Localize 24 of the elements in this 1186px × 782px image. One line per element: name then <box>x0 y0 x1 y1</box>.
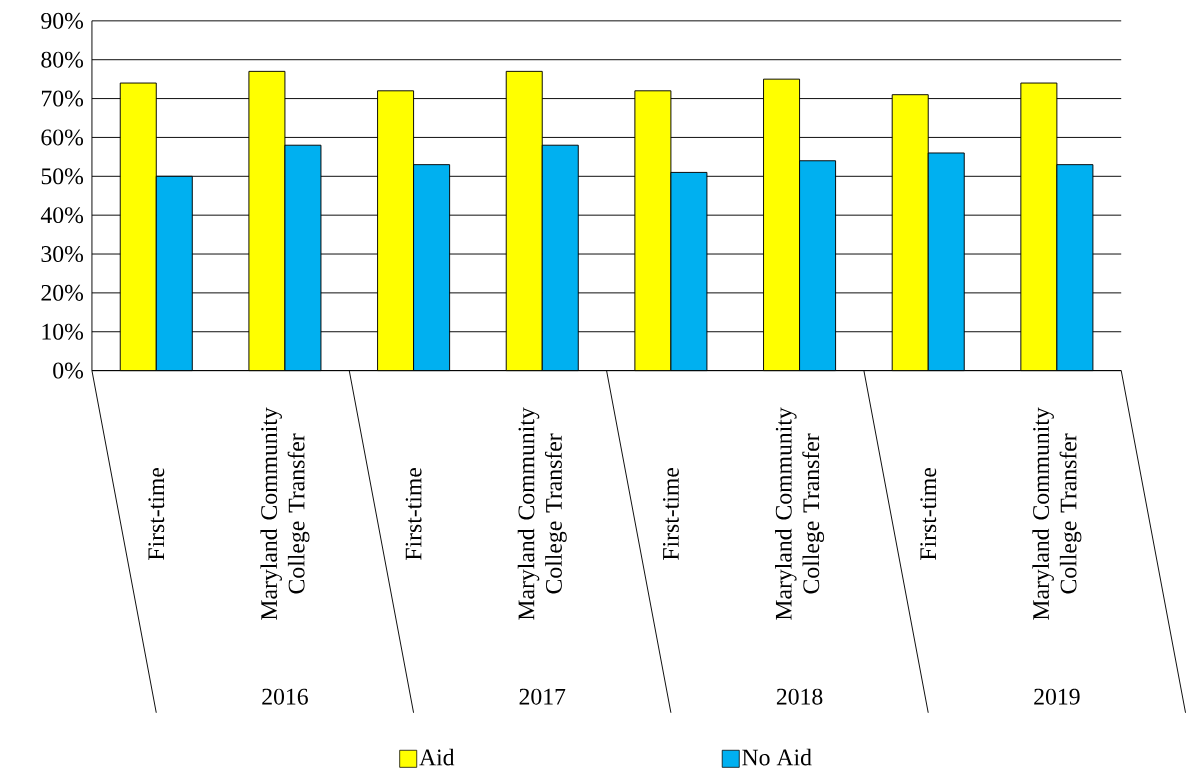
y-tick-label: 20% <box>41 284 84 301</box>
y-tick-label: 40% <box>40 207 84 224</box>
y-tick-label: 10% <box>42 323 84 340</box>
text: 2016 <box>262 688 308 705</box>
legend-label: No Aid <box>742 748 812 766</box>
x-tick-label: Maryland Community College Transfer <box>775 407 825 620</box>
y-tick-label: 60% <box>41 129 84 146</box>
x-tick-label: Maryland Community College Transfer <box>517 407 567 620</box>
x-tick-label: Maryland Community College Transfer <box>1032 407 1082 620</box>
text: 2017 <box>519 688 566 705</box>
y-tick-label: 80% <box>41 51 84 68</box>
x-tick-label: Maryland Community College Transfer <box>260 407 310 620</box>
y-tick-label: 0% <box>53 362 84 379</box>
legend-label: Aid <box>419 748 455 766</box>
text: 2018 <box>776 688 823 705</box>
y-tick-label: 90% <box>41 12 84 29</box>
y-tick-label: 50% <box>41 168 84 185</box>
x-tick-label: First-time <box>405 468 422 560</box>
x-tick-label: First-time <box>662 468 679 560</box>
x-tick-label: First-time <box>920 468 937 560</box>
x-tick-label: First-time <box>148 468 165 560</box>
y-tick-label: 70% <box>41 90 84 107</box>
text: 2019 <box>1034 688 1080 705</box>
y-tick-label: 30% <box>41 246 84 263</box>
